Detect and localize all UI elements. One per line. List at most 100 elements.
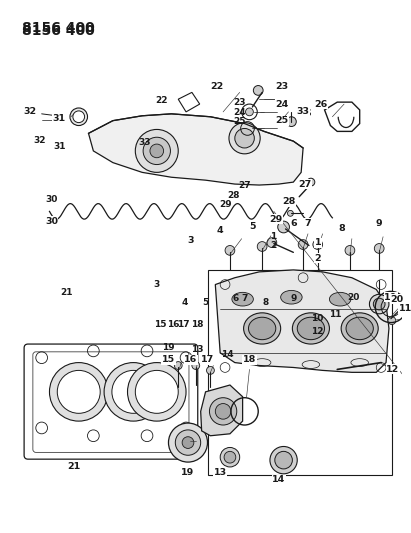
Text: 24: 24 bbox=[233, 108, 245, 117]
Circle shape bbox=[70, 108, 88, 126]
Circle shape bbox=[253, 85, 263, 95]
Circle shape bbox=[182, 437, 194, 448]
Text: 26: 26 bbox=[299, 109, 312, 118]
Text: 22: 22 bbox=[155, 95, 167, 104]
Circle shape bbox=[49, 362, 108, 421]
Text: 19: 19 bbox=[181, 469, 195, 478]
Circle shape bbox=[169, 423, 208, 462]
Circle shape bbox=[150, 144, 164, 158]
Text: 30: 30 bbox=[45, 216, 58, 225]
Ellipse shape bbox=[292, 313, 330, 344]
Ellipse shape bbox=[249, 317, 276, 340]
Bar bbox=[208, 270, 392, 475]
Text: 17: 17 bbox=[177, 320, 189, 329]
Text: 6: 6 bbox=[232, 294, 238, 303]
Ellipse shape bbox=[330, 293, 351, 306]
Text: 20: 20 bbox=[390, 295, 403, 304]
Text: 17: 17 bbox=[201, 355, 214, 364]
Text: 9: 9 bbox=[290, 294, 297, 303]
Circle shape bbox=[73, 111, 85, 123]
Text: 28: 28 bbox=[282, 197, 295, 206]
Text: 13: 13 bbox=[191, 345, 203, 354]
Text: 8156 400: 8156 400 bbox=[22, 24, 95, 38]
Text: 10: 10 bbox=[384, 293, 397, 302]
Circle shape bbox=[104, 362, 163, 421]
Text: 16: 16 bbox=[184, 355, 198, 364]
Circle shape bbox=[229, 123, 260, 154]
Circle shape bbox=[112, 370, 155, 413]
Text: 27: 27 bbox=[238, 181, 251, 190]
Text: 19: 19 bbox=[162, 343, 175, 352]
Text: 12: 12 bbox=[386, 365, 399, 374]
Ellipse shape bbox=[341, 313, 378, 344]
Text: 27: 27 bbox=[298, 180, 312, 189]
Circle shape bbox=[210, 398, 237, 425]
Text: 23: 23 bbox=[275, 82, 288, 91]
Text: 28: 28 bbox=[227, 191, 240, 200]
Circle shape bbox=[373, 298, 385, 310]
Text: 4: 4 bbox=[217, 227, 224, 236]
Text: 20: 20 bbox=[347, 293, 360, 302]
Text: 30: 30 bbox=[46, 196, 58, 205]
Circle shape bbox=[225, 246, 235, 255]
Circle shape bbox=[174, 361, 182, 369]
Circle shape bbox=[313, 240, 323, 249]
Circle shape bbox=[278, 221, 289, 233]
Circle shape bbox=[206, 367, 214, 374]
Ellipse shape bbox=[232, 293, 253, 306]
Circle shape bbox=[369, 294, 389, 314]
Text: 33: 33 bbox=[139, 138, 151, 147]
Polygon shape bbox=[201, 385, 242, 436]
Text: 15: 15 bbox=[162, 355, 175, 364]
Circle shape bbox=[127, 362, 186, 421]
Ellipse shape bbox=[297, 317, 325, 340]
Circle shape bbox=[345, 246, 355, 255]
Text: 18: 18 bbox=[191, 320, 203, 329]
Text: 9: 9 bbox=[376, 219, 383, 228]
Text: 1: 1 bbox=[314, 238, 321, 247]
Circle shape bbox=[275, 451, 292, 469]
Text: 3: 3 bbox=[188, 236, 194, 245]
Circle shape bbox=[287, 211, 293, 216]
Text: 33: 33 bbox=[297, 107, 309, 116]
Text: 18: 18 bbox=[243, 355, 256, 364]
Polygon shape bbox=[88, 114, 303, 185]
Ellipse shape bbox=[281, 290, 302, 304]
Text: 31: 31 bbox=[53, 114, 66, 123]
Text: 4: 4 bbox=[182, 298, 188, 308]
Text: 21: 21 bbox=[67, 463, 81, 472]
Circle shape bbox=[257, 241, 267, 252]
Text: 7: 7 bbox=[241, 294, 248, 303]
Text: 31: 31 bbox=[54, 142, 66, 151]
Circle shape bbox=[135, 370, 178, 413]
Circle shape bbox=[235, 128, 254, 148]
Text: 32: 32 bbox=[23, 107, 37, 116]
Text: 12: 12 bbox=[311, 327, 324, 336]
Circle shape bbox=[298, 240, 308, 249]
Text: 14: 14 bbox=[272, 475, 285, 484]
Circle shape bbox=[192, 361, 200, 369]
Circle shape bbox=[220, 448, 240, 467]
Text: 29: 29 bbox=[269, 215, 282, 224]
Text: 11: 11 bbox=[399, 304, 411, 313]
Text: 8156 400: 8156 400 bbox=[22, 21, 95, 35]
Text: 25: 25 bbox=[275, 116, 288, 125]
Text: 26: 26 bbox=[314, 100, 327, 109]
Polygon shape bbox=[215, 270, 389, 373]
Text: 3: 3 bbox=[153, 280, 159, 289]
Circle shape bbox=[175, 430, 201, 455]
Text: 7: 7 bbox=[305, 219, 311, 228]
Text: 6: 6 bbox=[290, 219, 297, 228]
Text: 23: 23 bbox=[233, 98, 245, 107]
Text: 11: 11 bbox=[329, 310, 342, 319]
Circle shape bbox=[374, 244, 384, 253]
Text: 8: 8 bbox=[339, 224, 346, 233]
Circle shape bbox=[388, 317, 396, 325]
Circle shape bbox=[245, 108, 253, 116]
Text: 25: 25 bbox=[233, 117, 245, 126]
Text: 22: 22 bbox=[210, 82, 224, 91]
Text: 24: 24 bbox=[275, 100, 288, 109]
Ellipse shape bbox=[346, 317, 373, 340]
Text: 5: 5 bbox=[202, 298, 208, 308]
Text: 1: 1 bbox=[270, 232, 277, 241]
